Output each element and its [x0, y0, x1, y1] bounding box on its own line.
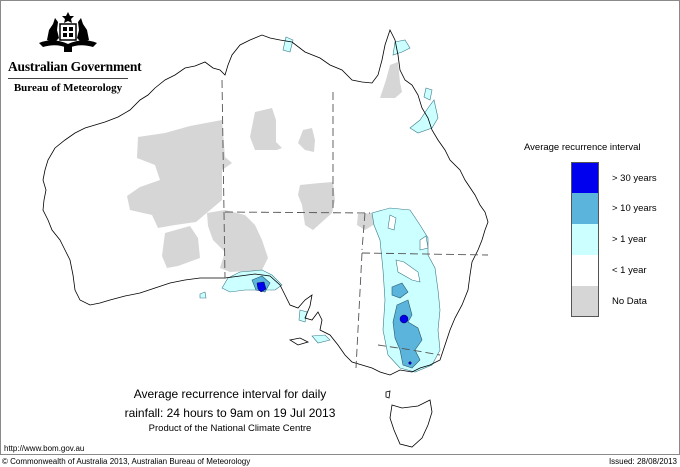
copyright-text: © Commonwealth of Australia 2013, Austra… — [2, 457, 251, 466]
agency-name: Bureau of Meteorology — [13, 82, 123, 94]
coastline — [42, 28, 489, 448]
map-caption: Average recurrence interval for daily ra… — [100, 385, 360, 435]
caption-title-line2: rainfall: 24 hours to 9am on 19 Jul 2013 — [124, 406, 336, 420]
lt-1-year-holes — [387, 214, 429, 283]
legend-label: < 1 year — [612, 265, 647, 276]
bom-logo: Australian Government Bureau of Meteorol… — [8, 10, 142, 94]
legend-label: No Data — [612, 296, 647, 307]
caption-product: Product of the National Climate Centre — [148, 423, 312, 434]
legend: Average recurrence interval > 30 years >… — [524, 142, 657, 317]
legend-label: > 10 years — [612, 203, 657, 214]
government-name: Australian Government — [8, 59, 142, 79]
legend-swatch-nodata: No Data — [571, 286, 647, 317]
legend-swatch-gt30: > 30 years — [571, 162, 657, 193]
legend-title: Average recurrence interval — [524, 142, 641, 153]
no-data-regions — [127, 62, 402, 272]
legend-label: > 30 years — [612, 173, 657, 184]
legend-swatch-lt1: < 1 year — [571, 255, 647, 286]
australia-map — [42, 28, 489, 448]
issued-date: Issued: 28/08/2013 — [608, 457, 677, 466]
state-borders — [221, 79, 489, 369]
gt-30-year-regions — [256, 281, 412, 365]
bom-url-link[interactable]: http://www.bom.gov.au — [4, 444, 85, 453]
legend-swatch-gt10: > 10 years — [571, 193, 657, 224]
legend-swatch-gt1: > 1 year — [571, 224, 647, 255]
legend-label: > 1 year — [612, 234, 647, 245]
legend-items: > 30 years > 10 years > 1 year < 1 year … — [571, 162, 657, 317]
caption-title-line1: Average recurrence interval for daily — [133, 387, 327, 401]
coat-of-arms-icon — [39, 12, 97, 52]
